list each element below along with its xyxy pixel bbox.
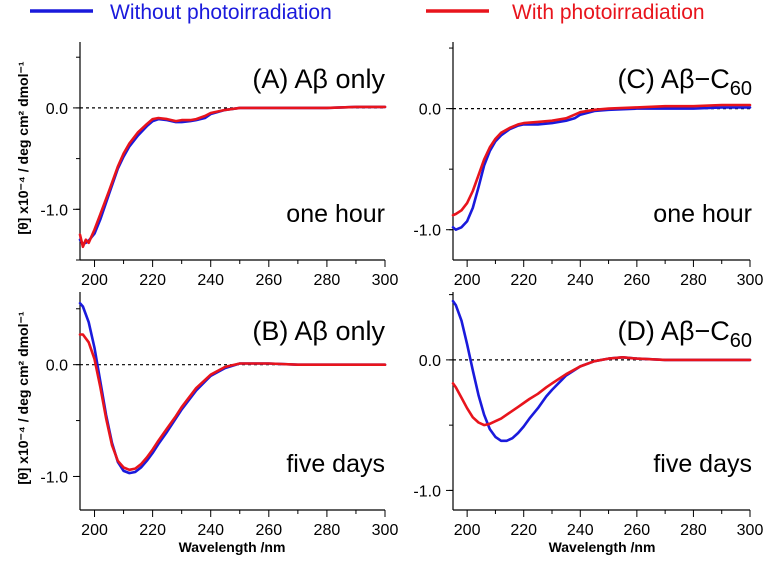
y-axis-title-top: [θ] x10⁻⁴ / deg cm² dmol⁻¹ (15, 61, 31, 235)
x-tick-label: 260 (624, 522, 651, 539)
x-tick-label: 220 (139, 522, 166, 539)
x-tick-label: 220 (510, 272, 537, 289)
panel-note: five days (286, 450, 385, 478)
series-line-with (451, 355, 752, 427)
x-tick-label: 300 (737, 272, 764, 289)
series-line-with (78, 105, 387, 249)
x-tick-label: 200 (81, 272, 108, 289)
y-tick-label: -1.0 (40, 469, 68, 486)
series-line-with (451, 103, 752, 217)
panel-note: five days (653, 450, 752, 478)
x-tick-label: 260 (624, 272, 651, 289)
panels: 200 220 240 260 280 300 0.0 -1.0 (A) Aβ only one … (40, 42, 763, 555)
x-tick-label: 300 (737, 522, 764, 539)
panel-c: 200 220 240 260 280 300 0.0 -1.0 (C) Aβ−C60 one h… (413, 42, 763, 289)
y-tick-label: -1.0 (413, 223, 441, 240)
x-tick-label: 300 (372, 272, 399, 289)
panel-a: 200 220 240 260 280 300 0.0 -1.0 (A) Aβ only one … (40, 42, 398, 289)
x-tick-label: 280 (680, 522, 707, 539)
y-tick-label: -1.0 (40, 202, 68, 219)
x-tick-label: 240 (197, 272, 224, 289)
x-tick-label: 280 (680, 272, 707, 289)
y-tick-label: 0.0 (46, 101, 68, 118)
panel-title-text: (A) Aβ only (252, 64, 385, 94)
x-tick-label: 260 (255, 272, 282, 289)
y-tick-label: 0.0 (419, 353, 441, 370)
panel-b: 200 220 240 260 280 300 0.0 -1.0 (B) Aβ only five… (40, 292, 398, 555)
y-tick-label: -1.0 (413, 483, 441, 500)
y-tick-label: 0.0 (46, 358, 68, 375)
panel-d: 200 220 240 260 280 300 0.0 -1.0 (D) Aβ−C60 five … (413, 292, 763, 555)
panel-title: (D) Aβ−C60 (617, 316, 752, 352)
panel-title-text: (D) Aβ−C (617, 316, 729, 346)
legend-label-without: Without photoirradiation (110, 1, 332, 24)
panel-title-subscript: 60 (730, 78, 752, 100)
panel-note: one hour (286, 200, 385, 228)
x-tick-label: 240 (567, 272, 594, 289)
x-tick-label: 200 (454, 272, 481, 289)
x-tick-label: 280 (314, 272, 341, 289)
x-tick-label: 200 (81, 522, 108, 539)
series-line-with (78, 333, 387, 472)
y-axis-title-bottom: [θ] x10⁻⁴ / deg cm² dmol⁻¹ (15, 311, 31, 485)
legend: Without photoirradiation With photoirrad… (30, 1, 705, 24)
panel-title-text: (C) Aβ−C (617, 64, 729, 94)
x-tick-label: 240 (567, 522, 594, 539)
x-tick-label: 280 (314, 522, 341, 539)
legend-label-with: With photoirradiation (512, 1, 705, 24)
x-tick-label: 260 (255, 522, 282, 539)
panel-title: (B) Aβ only (252, 316, 385, 346)
panel-title-subscript: 60 (730, 330, 752, 352)
panel-title: (C) Aβ−C60 (617, 64, 752, 100)
panel-title-text: (B) Aβ only (252, 316, 385, 346)
x-tick-label: 220 (510, 522, 537, 539)
x-tick-label: 240 (197, 522, 224, 539)
x-axis-title: Wavelength /nm (179, 539, 286, 555)
x-axis-title: Wavelength /nm (549, 539, 656, 555)
x-tick-label: 220 (139, 272, 166, 289)
y-tick-label: 0.0 (419, 102, 441, 119)
x-tick-label: 300 (372, 522, 399, 539)
x-tick-label: 200 (454, 522, 481, 539)
panel-title: (A) Aβ only (252, 64, 385, 94)
panel-note: one hour (653, 200, 752, 228)
